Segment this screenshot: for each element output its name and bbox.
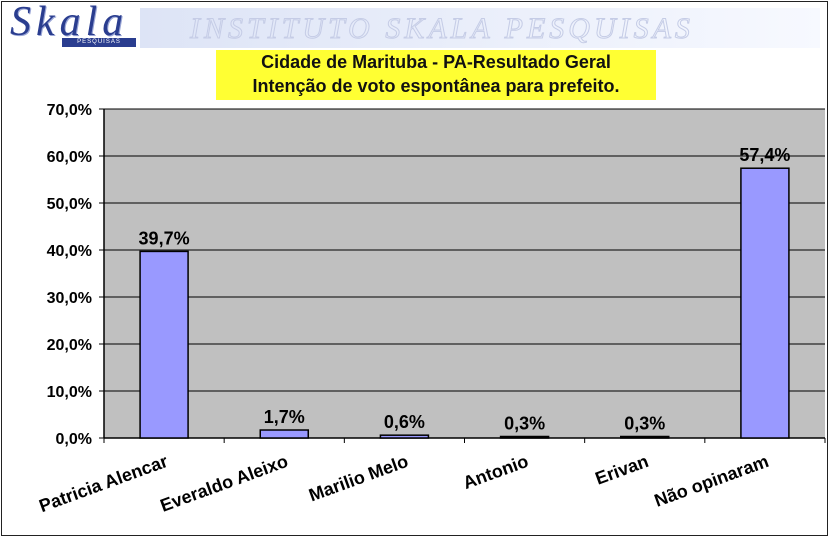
bar	[259, 429, 309, 439]
bar	[379, 434, 430, 439]
header-watermark: INSTITUTO SKALA PESQUISAS	[140, 8, 820, 48]
y-tick-label: 10,0%	[47, 384, 92, 401]
chart-subtitle: Intenção de voto espontânea para prefeit…	[252, 76, 620, 96]
x-tick-label: Everaldo Aleixo	[157, 451, 290, 516]
y-tick-label: 50,0%	[47, 196, 92, 213]
chart-title-box: Cidade de Marituba - PA-Resultado Geral …	[216, 50, 656, 100]
watermark-text: INSTITUTO SKALA PESQUISAS	[189, 12, 694, 45]
y-tick-label: 70,0%	[47, 102, 92, 119]
bar	[620, 435, 670, 439]
skala-logo: Skala PESQUISAS	[6, 0, 138, 50]
bar	[499, 435, 550, 439]
data-label: 0,6%	[384, 412, 425, 432]
bar	[740, 167, 790, 439]
data-label: 57,4%	[739, 145, 790, 165]
y-tick-label: 30,0%	[47, 290, 92, 307]
y-tick-label: 20,0%	[47, 337, 92, 354]
x-tick-label: Erivan	[593, 451, 652, 489]
data-label: 0,3%	[504, 414, 545, 434]
y-tick-label: 0,0%	[56, 431, 92, 448]
logo-name: Skala	[10, 0, 129, 45]
x-tick-label: Patricia Alencar	[36, 451, 170, 516]
data-label: 0,3%	[624, 414, 665, 434]
y-tick-label: 60,0%	[47, 149, 92, 166]
data-label: 1,7%	[264, 407, 305, 427]
data-label: 39,7%	[139, 228, 190, 248]
x-tick-label: Marilio Melo	[306, 451, 411, 505]
logo-tagline: PESQUISAS	[62, 38, 136, 47]
chart-title: Cidade de Marituba - PA-Resultado Geral	[261, 52, 611, 72]
y-tick-label: 40,0%	[47, 243, 92, 260]
x-tick-label: Antonio	[460, 451, 531, 493]
x-tick-label: Não opinaram	[652, 451, 772, 511]
bar	[139, 250, 189, 439]
plot-area	[104, 109, 825, 438]
